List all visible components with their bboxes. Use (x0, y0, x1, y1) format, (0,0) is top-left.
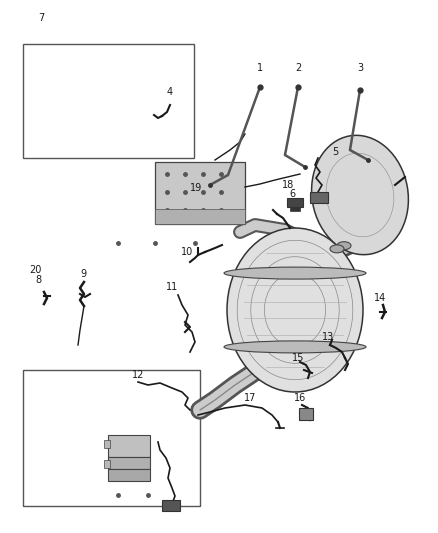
Bar (155, 162, 245, 224)
Text: 10: 10 (181, 247, 193, 257)
Bar (108, 435, 150, 457)
Text: 12: 12 (132, 370, 144, 380)
Bar (290, 207, 300, 211)
Text: 20: 20 (29, 265, 41, 275)
Bar (162, 500, 180, 511)
Text: 5: 5 (332, 147, 338, 157)
Ellipse shape (330, 245, 344, 253)
Bar (287, 198, 303, 207)
Text: 6: 6 (289, 189, 295, 199)
Bar (299, 408, 313, 420)
Text: 9: 9 (80, 269, 86, 279)
Bar (108, 457, 150, 469)
Ellipse shape (227, 228, 363, 392)
Ellipse shape (224, 341, 366, 353)
Bar (310, 192, 328, 203)
Text: 3: 3 (357, 63, 363, 73)
Ellipse shape (224, 267, 366, 279)
Bar (155, 209, 245, 224)
Text: 19: 19 (190, 183, 202, 193)
Bar (104, 440, 110, 448)
Ellipse shape (337, 241, 351, 249)
Text: 15: 15 (292, 353, 304, 363)
Text: 8: 8 (35, 275, 41, 285)
Ellipse shape (311, 135, 408, 255)
Bar (23, 370, 200, 506)
Text: 14: 14 (374, 293, 386, 303)
Text: 11: 11 (166, 282, 178, 292)
Text: 16: 16 (294, 393, 306, 403)
Text: 18: 18 (282, 180, 294, 190)
Bar (108, 469, 150, 481)
Text: 2: 2 (295, 63, 301, 73)
Text: 7: 7 (38, 13, 44, 23)
Bar (23, 44, 194, 158)
Bar (104, 460, 110, 468)
Text: 13: 13 (322, 332, 334, 342)
Text: 17: 17 (244, 393, 256, 403)
Text: 1: 1 (257, 63, 263, 73)
Text: 4: 4 (167, 87, 173, 97)
